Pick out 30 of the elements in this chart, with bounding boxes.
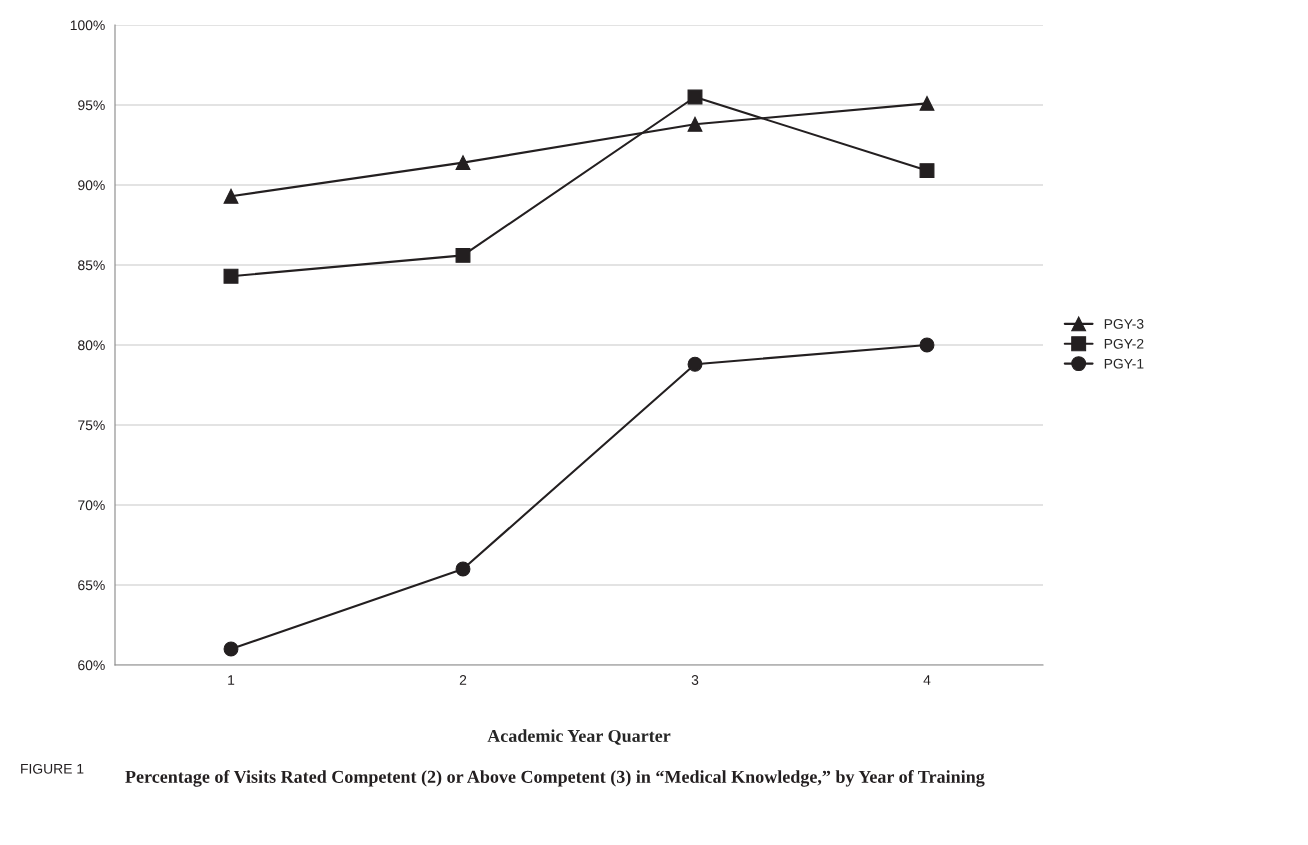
legend-label: PGY-3 [1104,319,1144,329]
x-tick-label: 2 [459,675,467,685]
point [223,268,239,284]
point [455,155,471,171]
point [223,641,239,657]
point [919,337,935,353]
caption: FIGURE 1 [21,763,84,774]
legend-label: PGY-1 [1104,358,1144,369]
y-tick-label: 100% [70,20,105,31]
point [455,561,471,577]
y-tick-label: 60% [78,660,105,671]
x-tick-label: 1 [228,675,235,685]
point [919,163,935,179]
point [223,188,239,204]
y-tick-label: 90% [78,180,105,191]
y-tick-label: 65% [78,580,105,591]
y-tick-label: 95% [78,100,105,111]
y-tick-label: 75% [78,420,105,431]
y-tick-label: 80% [78,340,105,351]
point [687,356,703,372]
point [455,247,471,263]
x-tick-label: 3 [691,675,699,685]
x-tick-label: 4 [923,675,931,685]
x-axis-title: Academic Year Quarter [487,729,671,745]
legend-label: PGY-2 [1104,338,1144,349]
text: Percentage of Visits Rated Competent (2) or Above Competent (3) in “Medical Knowledge,” by Year of Training [125,770,985,787]
y-tick-label: 85% [78,260,105,271]
y-tick-label: 70% [78,500,105,511]
point [687,116,703,132]
point [919,95,935,111]
